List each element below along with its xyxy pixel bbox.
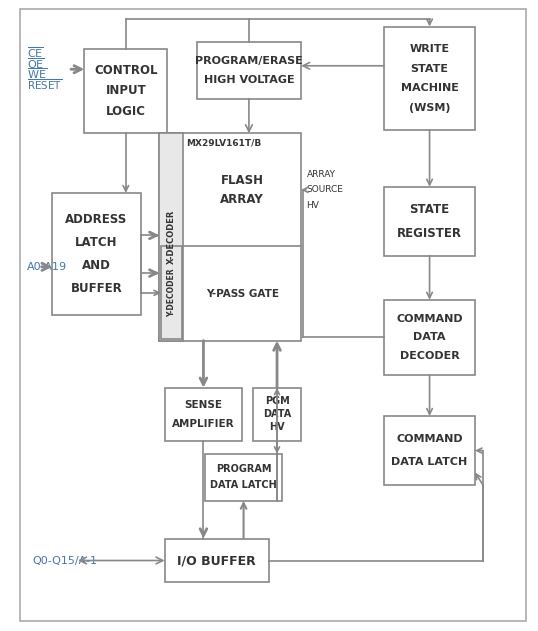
- Text: $\overline{\rm CE}$: $\overline{\rm CE}$: [27, 45, 44, 60]
- Bar: [84, 49, 167, 133]
- Text: A0-A19: A0-A19: [27, 262, 67, 272]
- Bar: [384, 416, 475, 485]
- Text: STATE: STATE: [410, 64, 449, 74]
- Text: DATA LATCH: DATA LATCH: [210, 480, 277, 490]
- Text: MACHINE: MACHINE: [401, 83, 458, 93]
- Text: ADDRESS: ADDRESS: [65, 213, 128, 226]
- Text: Y-DECODER: Y-DECODER: [167, 269, 176, 317]
- Text: DATA: DATA: [413, 333, 446, 343]
- Text: X-DECODER: X-DECODER: [167, 209, 176, 264]
- Text: INPUT: INPUT: [105, 85, 146, 97]
- Text: (WSM): (WSM): [409, 103, 450, 113]
- Text: PGM: PGM: [265, 396, 289, 406]
- Text: HV: HV: [269, 422, 285, 432]
- Text: CONTROL: CONTROL: [94, 64, 158, 77]
- Text: DATA: DATA: [263, 410, 291, 420]
- Text: $\overline{\rm OE}$: $\overline{\rm OE}$: [27, 56, 45, 71]
- Text: STATE: STATE: [409, 203, 450, 216]
- Text: I/O BUFFER: I/O BUFFER: [178, 554, 256, 567]
- Text: COMMAND: COMMAND: [397, 314, 463, 324]
- Text: AND: AND: [82, 259, 111, 273]
- Bar: [384, 27, 475, 130]
- Text: SOURCE: SOURCE: [307, 186, 343, 194]
- Bar: [161, 246, 182, 339]
- Text: WRITE: WRITE: [409, 44, 450, 54]
- Bar: [52, 193, 140, 316]
- Text: Q0-Q15/A-1: Q0-Q15/A-1: [32, 555, 97, 565]
- Bar: [159, 133, 183, 341]
- Text: DATA LATCH: DATA LATCH: [392, 457, 468, 468]
- Text: AMPLIFIER: AMPLIFIER: [172, 418, 235, 428]
- Text: BUFFER: BUFFER: [70, 283, 122, 295]
- Bar: [205, 454, 282, 501]
- Text: HIGH VOLTAGE: HIGH VOLTAGE: [203, 75, 294, 85]
- Text: PROGRAM/ERASE: PROGRAM/ERASE: [195, 56, 303, 66]
- Text: HV: HV: [307, 201, 320, 210]
- Bar: [165, 538, 269, 582]
- Bar: [197, 42, 301, 99]
- Text: COMMAND: COMMAND: [397, 434, 463, 444]
- Bar: [159, 133, 301, 341]
- Text: Y-PASS GATE: Y-PASS GATE: [206, 288, 279, 298]
- Bar: [384, 300, 475, 375]
- Text: $\overline{\rm RESET}$: $\overline{\rm RESET}$: [27, 77, 62, 91]
- Bar: [165, 387, 242, 441]
- Text: LOGIC: LOGIC: [106, 105, 146, 118]
- Text: REGISTER: REGISTER: [397, 227, 462, 240]
- Text: LATCH: LATCH: [75, 236, 118, 249]
- Text: ARRAY: ARRAY: [221, 193, 264, 206]
- Text: DECODER: DECODER: [400, 351, 459, 361]
- Text: SENSE: SENSE: [185, 400, 222, 410]
- Text: MX29LV161T/B: MX29LV161T/B: [186, 138, 261, 148]
- Text: PROGRAM: PROGRAM: [216, 464, 271, 475]
- Text: FLASH: FLASH: [221, 174, 264, 187]
- Bar: [384, 187, 475, 256]
- Bar: [253, 387, 301, 441]
- Text: $\overline{\rm WE}$: $\overline{\rm WE}$: [27, 66, 47, 81]
- Text: ARRAY: ARRAY: [307, 170, 336, 179]
